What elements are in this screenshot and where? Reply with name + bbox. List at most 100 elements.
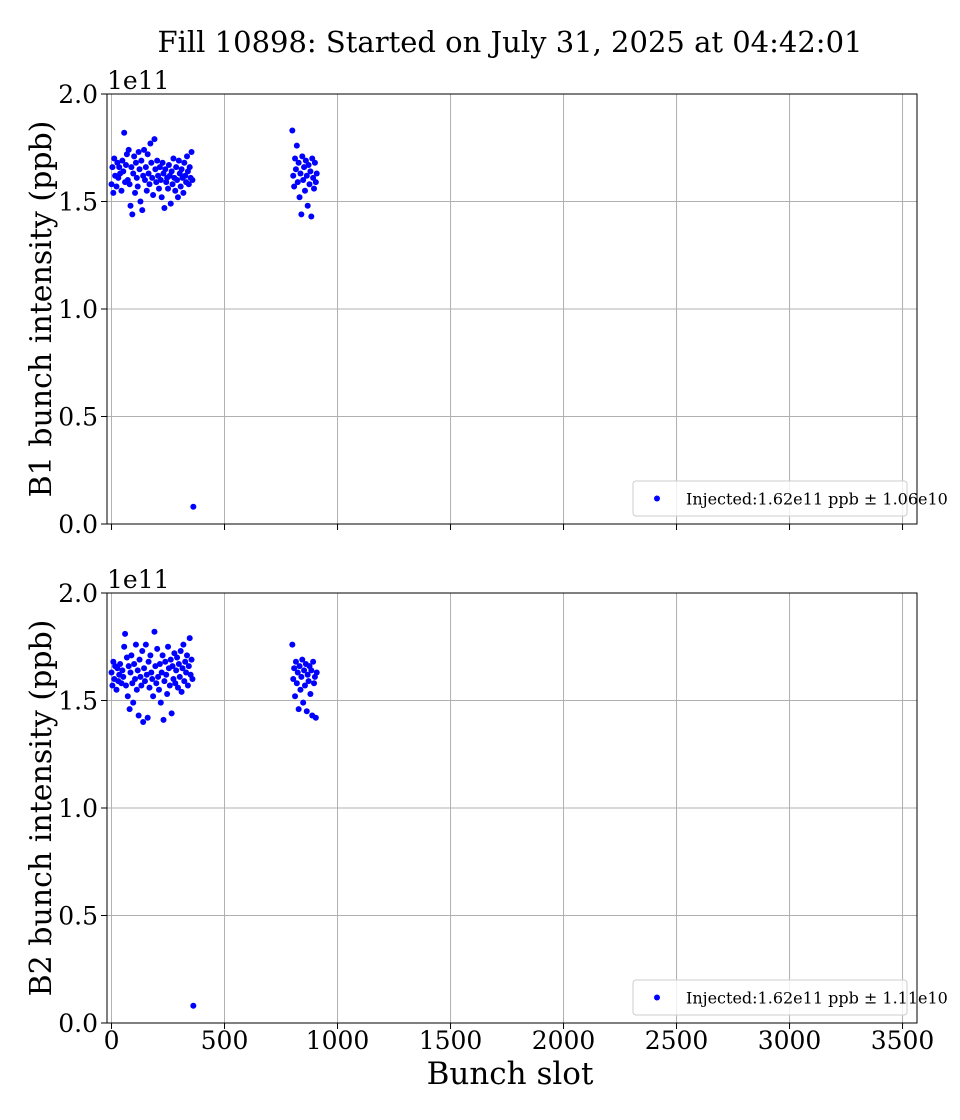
panel-2-data-point	[120, 673, 127, 680]
panel-2-data-point	[183, 669, 190, 676]
panel-1-data-point	[168, 168, 175, 175]
panel-1-data-point	[130, 170, 137, 177]
panel-1-legend-label: Injected:1.62e11 ppb ± 1.06e10	[686, 490, 948, 509]
panel-1-data-point	[126, 181, 133, 188]
panel-1-data-point	[155, 172, 162, 179]
x-axis-label: Bunch slot	[427, 1056, 594, 1092]
panel-2-data-point	[289, 641, 296, 648]
panel-1-data-point	[165, 161, 172, 168]
panel-2-data-point	[128, 652, 135, 659]
panel-1-data-point	[302, 157, 309, 164]
panel-1-data-point	[294, 179, 301, 186]
panel-2-data-point	[190, 1002, 197, 1009]
panel-2-legend-marker	[654, 994, 660, 1001]
panel-2-data-point	[159, 652, 166, 659]
panel-1-data-point	[165, 185, 172, 192]
panel-2-y-multiplier: 1e11	[107, 565, 170, 594]
panel-2-data-point	[171, 650, 178, 657]
panel-1-data-point	[128, 164, 135, 171]
panel-2-data-point	[300, 699, 307, 706]
panel-1-data-point	[173, 164, 180, 171]
panel-2-data-point	[175, 660, 182, 667]
panel-1-y-tick-label: 0.0	[58, 510, 98, 539]
panel-2-y-tick-label: 0.0	[58, 1009, 98, 1038]
panel-2-data-point	[174, 654, 181, 661]
panel-1-data-point	[145, 170, 152, 177]
panel-2-data-point	[135, 712, 142, 719]
panel-2-data-point	[124, 693, 131, 700]
panel-1-data-point	[109, 164, 116, 171]
panel-1-data-point	[184, 153, 191, 160]
panel-2-data-point	[158, 669, 165, 676]
panel-2-data-point	[133, 686, 140, 693]
panel-2-data-point	[127, 669, 134, 676]
panel-1-data-point	[181, 159, 188, 166]
panel-1-data-point	[122, 161, 129, 168]
panel-2-data-point	[122, 630, 129, 637]
panel-2-x-tick-label: 0	[104, 1026, 120, 1055]
panel-1-y-multiplier: 1e11	[107, 66, 170, 95]
panel-1-data-point	[146, 181, 153, 188]
panel-1-data-point	[149, 174, 156, 181]
panel-1-data-point	[133, 174, 140, 181]
panel-1-data-point	[159, 159, 166, 166]
panel-2-data-point	[122, 682, 129, 689]
panel-2-data-point	[155, 673, 162, 680]
panel-2: 0 500 1000 1500 2000 2500 3000 3500 0.0 0.5 1.0 1.5…	[24, 565, 948, 1055]
panel-2-data-point	[168, 710, 175, 717]
panel-2-data-point	[181, 678, 188, 685]
panel-1-data-point	[155, 185, 162, 192]
panel-1-data-point	[141, 146, 148, 153]
panel-2-x-tick-label: 2000	[532, 1026, 596, 1055]
panel-2-data-point	[185, 663, 192, 670]
panel-1-data-point	[158, 194, 165, 201]
panel-2-data-point	[118, 680, 125, 687]
panel-1-data-point	[113, 183, 120, 190]
panel-2-data-point	[160, 716, 167, 723]
panel-1-data-point	[125, 146, 132, 153]
panel-2-data-point	[294, 669, 301, 676]
panel-2-data-point	[131, 660, 138, 667]
panel-1-data-point	[304, 202, 311, 209]
panel-2-data-point	[166, 682, 173, 689]
panel-2-data-point	[189, 676, 196, 682]
panel-2-data-point	[291, 665, 298, 672]
panel-2-data-point	[188, 656, 195, 663]
panel-2-data-point	[138, 682, 145, 689]
panel-1-data-point	[142, 164, 149, 171]
panel-1-y-tick-label: 1.5	[58, 188, 98, 217]
panel-1-data-point	[289, 127, 296, 134]
panel-2-data-point	[157, 699, 164, 706]
panel-1-data-point	[172, 187, 179, 194]
panel-2-data-point	[153, 680, 160, 687]
panel-1-y-tick-label: 2.0	[58, 80, 98, 109]
panel-2-data-point	[303, 708, 310, 715]
panel-2-data-point	[132, 641, 139, 648]
panel-1-data-point	[154, 157, 161, 164]
panel-2-data-point	[179, 665, 186, 672]
panel-1-data-point	[169, 181, 176, 188]
panel-1-data-point	[170, 155, 177, 162]
panel-1-data-point	[178, 166, 185, 173]
panel-2-data-point	[148, 669, 155, 676]
panel-1-data-point	[301, 164, 308, 171]
panel-1-data-point	[307, 168, 314, 175]
panel-1-data-point	[132, 189, 139, 196]
panel-1-data-point	[167, 200, 174, 207]
panel-1-data-point	[293, 142, 300, 149]
panel-2-data-point	[142, 641, 149, 648]
panel-2-data-point	[310, 658, 317, 665]
panel-2-data-point	[298, 673, 305, 680]
panel-1-points	[108, 127, 320, 510]
panel-1-data-point	[310, 174, 317, 181]
panel-1-data-point	[119, 157, 126, 164]
panel-2-y-axis-label: B2 bunch intensity (ppb)	[24, 620, 59, 997]
panel-1-data-point	[180, 189, 187, 196]
panel-1-data-point	[135, 149, 142, 156]
panel-1-legend-box	[632, 480, 908, 517]
panel-2-x-tick-label: 3000	[758, 1026, 822, 1055]
panel-1: 0.0 0.5 1.0 1.5 2.0 1e11 B1 bunch intensity (p…	[24, 66, 948, 539]
panel-2-data-point	[113, 686, 120, 693]
panel-2-data-point	[123, 654, 130, 661]
